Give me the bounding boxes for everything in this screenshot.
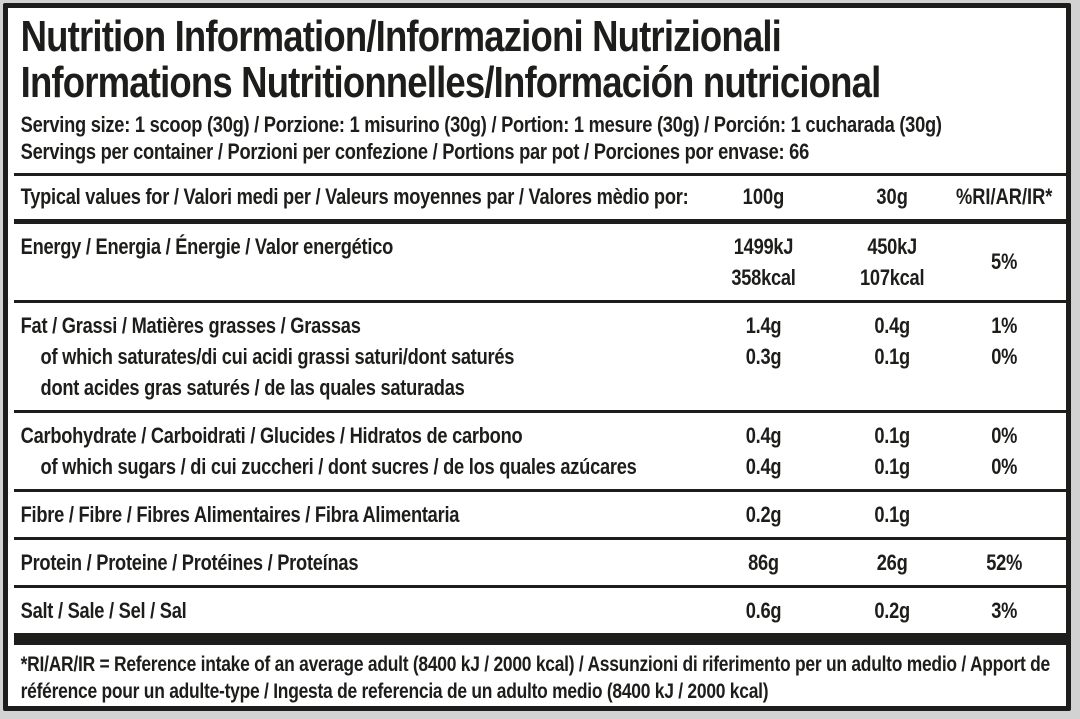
cell-30g: 107kcal [860, 265, 925, 290]
cell-30g: 0.4g [874, 313, 910, 338]
row-lines: Energy / Energia / Énergie / Valor energ… [14, 231, 942, 293]
cell-ri: 3% [991, 598, 1018, 623]
cell-ri: 1% [991, 313, 1018, 338]
cell-30g: 0.2g [874, 598, 910, 623]
row-lines: Salt / Sale / Sel / Sal 0.6g 0.2g 3% [14, 595, 1066, 626]
row-line: Fibre / Fibre / Fibres Alimentaires / Fi… [14, 499, 1066, 530]
cell-100g: 0.2g [745, 502, 782, 527]
cell-30g: 0.1g [874, 423, 910, 448]
cell-100g: 0.4g [745, 454, 782, 479]
cell-ri [942, 372, 1066, 403]
row-label: Carbohydrate / Carboidrati / Glucides / … [20, 423, 523, 448]
row-label: Energy / Energia / Énergie / Valor energ… [20, 234, 394, 259]
table-row-salt: Salt / Sale / Sel / Sal 0.6g 0.2g 3% [14, 585, 1066, 633]
table-row-fibre: Fibre / Fibre / Fibres Alimentaires / Fi… [14, 489, 1066, 537]
label-title-line1: Nutrition Information/Informazioni Nutri… [20, 12, 782, 61]
header-col-ri: %RI/AR/IR* [955, 184, 1053, 209]
cell-100g: 0.3g [745, 344, 782, 369]
cell-100g: 358kcal [731, 265, 796, 290]
table-row-energy: Energy / Energia / Énergie / Valor energ… [14, 224, 1066, 300]
cell-100g: 0.6g [745, 598, 782, 623]
cell-100g [710, 372, 818, 403]
cell-ri: 0% [991, 344, 1018, 369]
cell-ri: 5% [990, 249, 1018, 274]
row-line: of which sugars / di cui zuccheri / dont… [14, 451, 1066, 482]
nutrition-label: Nutrition Information/Informazioni Nutri… [3, 3, 1071, 711]
row-label: of which sugars / di cui zuccheri / dont… [40, 454, 637, 479]
label-content: Nutrition Information/Informazioni Nutri… [14, 8, 1066, 705]
serving-size-line: Serving size: 1 scoop (30g) / Porzione: … [20, 112, 942, 137]
row-line: 358kcal 107kcal [14, 262, 942, 293]
row-label: Fibre / Fibre / Fibres Alimentaires / Fi… [20, 502, 460, 527]
cell-100g: 86g [748, 550, 779, 575]
cell-30g: 0.1g [874, 454, 910, 479]
row-label: of which saturates/di cui acidi grassi s… [40, 344, 515, 369]
cell-30g: 450kJ [867, 234, 917, 259]
row-line: of which saturates/di cui acidi grassi s… [14, 341, 1066, 372]
cell-100g: 1499kJ [733, 234, 794, 259]
row-line: dont acides gras saturés / de las quales… [14, 372, 1066, 403]
divider-header [14, 219, 1066, 224]
table-row-fat: Fat / Grassi / Matières grasses / Grassa… [14, 300, 1066, 410]
label-title: Nutrition Information/Informazioni Nutri… [20, 12, 1066, 107]
header-label: Typical values for / Valori medi per / V… [20, 184, 689, 209]
cell-30g: 0.1g [874, 502, 910, 527]
cell-30g: 26g [876, 550, 908, 575]
cell-ri: 0% [991, 423, 1018, 448]
table-row-protein: Protein / Proteine / Protéines / Proteín… [14, 537, 1066, 585]
header-col-30g: 30g [876, 184, 908, 209]
cell-ri [942, 499, 1066, 530]
cell-30g [842, 372, 942, 403]
table-row-carbohydrate: Carbohydrate / Carboidrati / Glucides / … [14, 410, 1066, 489]
header-col-100g: 100g [742, 184, 785, 209]
row-line: Protein / Proteine / Protéines / Proteín… [14, 547, 1066, 578]
row-label [14, 262, 710, 293]
row-line: Carbohydrate / Carboidrati / Glucides / … [14, 420, 1066, 451]
row-label: Protein / Proteine / Protéines / Proteín… [20, 550, 359, 575]
row-label: Salt / Sale / Sel / Sal [20, 598, 187, 623]
cell-ri: 52% [986, 550, 1023, 575]
footnote: *RI/AR/IR = Reference intake of an avera… [20, 653, 1051, 703]
table-bottom-bar [14, 633, 1066, 645]
label-title-line2: Informations Nutritionnelles/Información… [20, 58, 882, 107]
cell-30g: 0.1g [874, 344, 910, 369]
row-lines: Protein / Proteine / Protéines / Proteín… [14, 547, 1066, 578]
row-line: Energy / Energia / Énergie / Valor energ… [14, 231, 942, 262]
servings-per-container-line: Servings per container / Porzioni per co… [20, 139, 810, 164]
nutrition-rows: Energy / Energia / Énergie / Valor energ… [14, 224, 1066, 633]
cell-100g: 0.4g [745, 423, 782, 448]
cell-100g: 1.4g [745, 313, 782, 338]
serving-info: Serving size: 1 scoop (30g) / Porzione: … [20, 111, 1066, 165]
row-lines: Fat / Grassi / Matières grasses / Grassa… [14, 310, 1066, 403]
row-lines: Fibre / Fibre / Fibres Alimentaires / Fi… [14, 499, 1066, 530]
row-label: Fat / Grassi / Matières grasses / Grassa… [20, 313, 361, 338]
table-header: Typical values for / Valori medi per / V… [14, 176, 1066, 219]
row-lines: Carbohydrate / Carboidrati / Glucides / … [14, 420, 1066, 482]
cell-ri: 0% [991, 454, 1018, 479]
row-line: Fat / Grassi / Matières grasses / Grassa… [14, 310, 1066, 341]
row-line: Salt / Sale / Sel / Sal 0.6g 0.2g 3% [14, 595, 1066, 626]
row-label: dont acides gras saturés / de las quales… [40, 375, 465, 400]
divider-top [14, 173, 1066, 176]
